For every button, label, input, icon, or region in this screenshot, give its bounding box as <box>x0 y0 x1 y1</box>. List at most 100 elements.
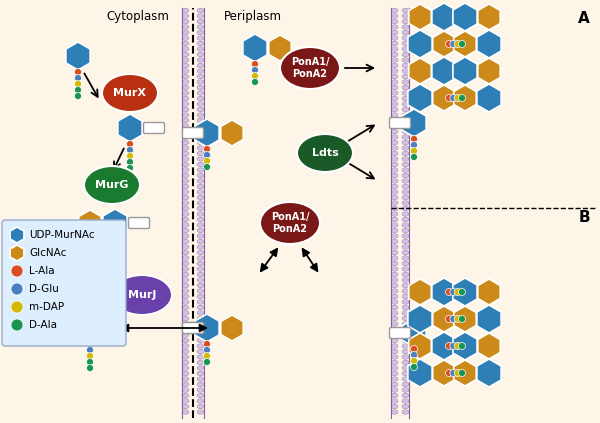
Ellipse shape <box>391 239 398 244</box>
Ellipse shape <box>402 168 409 172</box>
Circle shape <box>458 370 466 376</box>
Ellipse shape <box>182 96 189 101</box>
Circle shape <box>251 72 259 80</box>
Ellipse shape <box>197 239 204 244</box>
Ellipse shape <box>197 355 204 359</box>
Ellipse shape <box>182 360 189 365</box>
Ellipse shape <box>402 157 409 161</box>
Ellipse shape <box>182 278 189 282</box>
Ellipse shape <box>402 289 409 293</box>
Polygon shape <box>477 359 501 387</box>
Ellipse shape <box>197 349 204 354</box>
Ellipse shape <box>84 166 140 204</box>
Polygon shape <box>454 360 476 386</box>
Polygon shape <box>243 34 267 62</box>
Ellipse shape <box>391 162 398 167</box>
Ellipse shape <box>197 107 204 112</box>
Ellipse shape <box>197 223 204 227</box>
Ellipse shape <box>197 36 204 40</box>
Ellipse shape <box>402 250 409 255</box>
Ellipse shape <box>182 371 189 376</box>
Ellipse shape <box>402 388 409 392</box>
Polygon shape <box>10 227 24 243</box>
Ellipse shape <box>182 305 189 310</box>
Ellipse shape <box>391 234 398 238</box>
Ellipse shape <box>402 382 409 387</box>
Text: Cytoplasm: Cytoplasm <box>107 10 169 23</box>
Ellipse shape <box>182 388 189 392</box>
Ellipse shape <box>197 80 204 84</box>
Ellipse shape <box>197 14 204 18</box>
Ellipse shape <box>197 69 204 73</box>
Circle shape <box>127 153 133 159</box>
Ellipse shape <box>402 85 409 90</box>
Ellipse shape <box>197 47 204 51</box>
Circle shape <box>458 316 466 322</box>
Circle shape <box>74 69 82 75</box>
Polygon shape <box>195 119 219 147</box>
Text: MurJ: MurJ <box>128 290 156 300</box>
Text: D-Ala: D-Ala <box>29 320 57 330</box>
Circle shape <box>445 288 452 296</box>
Circle shape <box>112 242 119 248</box>
Ellipse shape <box>260 202 320 244</box>
Text: PonA1/
PonA2: PonA1/ PonA2 <box>291 57 329 79</box>
Circle shape <box>203 341 211 348</box>
Ellipse shape <box>402 316 409 321</box>
Ellipse shape <box>182 366 189 370</box>
Text: UDP-MurNAc: UDP-MurNAc <box>29 230 95 240</box>
Ellipse shape <box>182 311 189 315</box>
Ellipse shape <box>182 377 189 381</box>
Ellipse shape <box>391 217 398 222</box>
Ellipse shape <box>402 195 409 200</box>
Ellipse shape <box>182 14 189 18</box>
Polygon shape <box>433 360 455 386</box>
Polygon shape <box>433 85 455 111</box>
Ellipse shape <box>391 388 398 392</box>
Ellipse shape <box>402 118 409 123</box>
Circle shape <box>203 151 211 159</box>
Ellipse shape <box>402 146 409 150</box>
Circle shape <box>445 41 452 47</box>
Ellipse shape <box>391 311 398 315</box>
Ellipse shape <box>391 349 398 354</box>
Ellipse shape <box>402 355 409 359</box>
Circle shape <box>410 357 418 365</box>
Ellipse shape <box>402 47 409 51</box>
Ellipse shape <box>182 118 189 123</box>
Ellipse shape <box>197 8 204 13</box>
Ellipse shape <box>197 261 204 266</box>
Ellipse shape <box>182 349 189 354</box>
Ellipse shape <box>182 19 189 24</box>
Ellipse shape <box>391 272 398 277</box>
Polygon shape <box>432 332 456 360</box>
Circle shape <box>450 370 457 376</box>
Circle shape <box>410 363 418 371</box>
Ellipse shape <box>391 212 398 216</box>
Polygon shape <box>103 209 127 237</box>
Circle shape <box>203 164 211 170</box>
Text: PonA1/
PonA2: PonA1/ PonA2 <box>271 212 309 234</box>
Ellipse shape <box>402 344 409 348</box>
FancyBboxPatch shape <box>182 127 203 138</box>
Ellipse shape <box>197 393 204 398</box>
Ellipse shape <box>391 190 398 194</box>
Text: m-DAP: m-DAP <box>29 302 64 312</box>
Ellipse shape <box>197 245 204 249</box>
Polygon shape <box>478 333 500 359</box>
Ellipse shape <box>182 179 189 183</box>
Polygon shape <box>408 30 432 58</box>
Ellipse shape <box>197 206 204 211</box>
Circle shape <box>251 79 259 85</box>
Ellipse shape <box>402 377 409 381</box>
Ellipse shape <box>297 134 353 172</box>
Circle shape <box>410 154 418 160</box>
Ellipse shape <box>182 300 189 304</box>
Ellipse shape <box>197 151 204 156</box>
Ellipse shape <box>391 223 398 227</box>
Ellipse shape <box>391 124 398 128</box>
Ellipse shape <box>182 8 189 13</box>
Ellipse shape <box>182 52 189 57</box>
Polygon shape <box>409 4 431 30</box>
Circle shape <box>454 370 461 376</box>
